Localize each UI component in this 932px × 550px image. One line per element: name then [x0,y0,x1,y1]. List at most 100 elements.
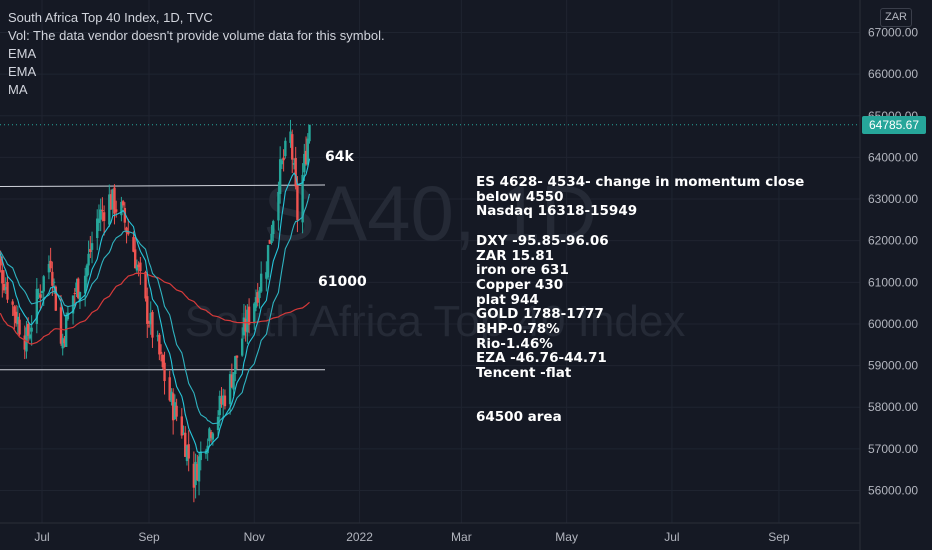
x-tick-label: Sep [768,530,790,544]
candle-body [149,312,152,325]
x-axis[interactable]: Jul Sep Nov 2022 Mar May Jul Sep [0,522,860,544]
candle-body [168,377,171,401]
candle-body [66,312,70,320]
candle-body [25,327,28,352]
label-61000: 61000 [318,274,367,290]
note-line [476,381,804,396]
candle-body [123,207,127,223]
candle-body [109,194,113,210]
candle-body [175,405,178,417]
candle-body [280,160,284,165]
candle-body [85,265,89,277]
candle-body [209,432,213,438]
candle-body [90,243,94,250]
candle-body [170,391,173,402]
candle-body [291,134,294,160]
chart-legend: South Africa Top 40 Index, 1D, TVC Vol: … [8,9,385,99]
candle-body [171,393,175,421]
candle-body [115,209,118,212]
grid [0,0,860,523]
y-tick-label: 66000.00 [868,67,918,81]
note-line: Rio-1.46% [476,335,553,352]
indicator-ema-2[interactable]: EMA [8,64,37,79]
x-tick-label: Jul [34,530,49,544]
candle-body [89,248,92,253]
candle-body [59,307,63,344]
candle-body [192,463,196,488]
candle-body [272,221,275,235]
y-tick-label: 63000.00 [868,192,918,206]
candle-body [197,456,201,482]
candle-body [14,311,18,324]
candle-body [139,262,142,272]
y-tick-label: 57000.00 [868,442,918,456]
candle-body [228,374,232,405]
horizontal-lines [0,184,326,371]
candle-body [137,264,140,268]
candle-body [16,316,20,325]
candle-body [294,157,297,187]
candle-body [220,398,223,405]
y-tick-label: 62000.00 [868,234,918,248]
candle-body [289,131,292,143]
candle-body [28,334,32,339]
y-tick-label: 61000.00 [868,275,918,289]
candle-body [232,372,235,390]
candle-body [102,212,106,222]
note-line: DXY -95.85-96.06 [476,232,609,249]
candles [0,119,311,503]
indicator-ma[interactable]: MA [8,82,28,97]
y-tick-label: 64000.00 [868,150,918,164]
candle-body [121,201,125,206]
ema-fast-line [0,158,311,454]
candle-body [151,312,154,338]
x-tick-label: 2022 [346,530,373,544]
symbol-title[interactable]: South Africa Top 40 Index, 1D, TVC [8,10,213,25]
candle-body [277,191,280,221]
candle-body [26,323,30,336]
candle-body [147,325,151,327]
candle-body [127,231,130,235]
ema-slow-line [0,193,311,425]
candle-body [132,237,135,252]
candle-body [37,293,40,295]
x-tick-label: Sep [138,530,160,544]
candle-body [78,292,82,301]
annotation-notes: ES 4628- 4534- change in momentum close b… [476,175,804,425]
note-line: 64500 area [476,409,562,426]
candle-body [146,296,149,324]
volume-note: Vol: The data vendor doesn't provide vol… [8,28,385,43]
candle-body [97,218,101,223]
candle-body [254,297,258,308]
candle-body [42,276,45,292]
candle-body [0,258,2,266]
candle-body [296,184,299,221]
candle-body [244,318,247,332]
candle-body [301,174,304,223]
candle-body [125,227,128,233]
note-line: below 4550 [476,188,564,205]
note-line: EZA -46.76-44.71 [476,350,607,367]
candle-body [223,395,227,407]
note-line: Copper 430 [476,276,564,293]
candle-body [161,354,165,368]
candle-body [54,286,58,311]
candle-body [246,309,249,333]
candle-body [180,416,183,436]
currency-button[interactable]: ZAR [880,8,912,27]
candle-body [306,138,309,165]
note-line: plat 944 [476,291,539,308]
y-axis[interactable]: 56000.00 57000.00 58000.00 59000.00 60000.00… [859,0,918,550]
candle-body [52,281,56,283]
candle-body [218,395,221,416]
candle-body [13,306,16,316]
candle-body [230,374,234,388]
indicator-ema-1[interactable]: EMA [8,46,37,61]
candle-body [194,461,197,486]
candle-body [30,327,33,332]
x-tick-label: Nov [244,530,265,544]
candle-body [256,292,259,303]
candle-body [158,334,161,355]
candle-body [292,163,296,165]
